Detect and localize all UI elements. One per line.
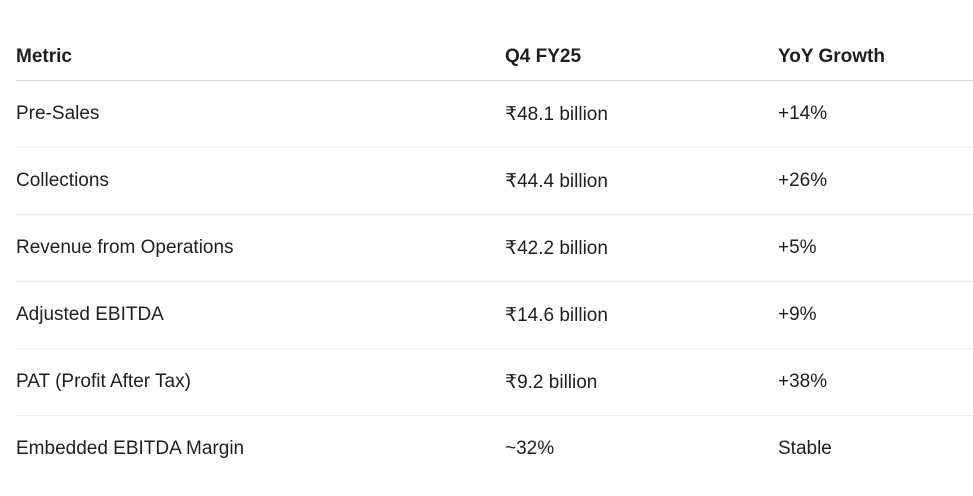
cell-value: ₹9.2 billion xyxy=(505,348,778,416)
cell-growth: +9% xyxy=(778,281,973,349)
cell-metric: Revenue from Operations xyxy=(16,214,505,282)
cell-value: ₹48.1 billion xyxy=(505,80,778,148)
cell-metric: Pre-Sales xyxy=(16,80,505,148)
table-row: Adjusted EBITDA ₹14.6 billion +9% xyxy=(16,281,973,349)
cell-value: ₹42.2 billion xyxy=(505,214,778,282)
cell-value: ₹44.4 billion xyxy=(505,147,778,215)
cell-metric: Collections xyxy=(16,147,505,215)
metrics-table: Metric Q4 FY25 YoY Growth Pre-Sales ₹48.… xyxy=(16,34,973,482)
cell-growth: +26% xyxy=(778,147,973,215)
cell-metric: PAT (Profit After Tax) xyxy=(16,348,505,416)
table-row: Collections ₹44.4 billion +26% xyxy=(16,147,973,215)
cell-growth: Stable xyxy=(778,438,832,459)
table-header-row: Metric Q4 FY25 YoY Growth xyxy=(16,34,973,81)
header-metric: Metric xyxy=(16,34,505,81)
table-row: Embedded EBITDA Margin ~32% Stable xyxy=(16,416,973,483)
cell-value: ~32% xyxy=(505,438,555,459)
cell-growth: +38% xyxy=(778,348,973,416)
table-row: Revenue from Operations ₹42.2 billion +5… xyxy=(16,214,973,282)
cell-value: ₹14.6 billion xyxy=(505,281,778,349)
cell-growth: +14% xyxy=(778,80,973,148)
table-row: PAT (Profit After Tax) ₹9.2 billion +38% xyxy=(16,348,973,416)
cell-metric: Embedded EBITDA Margin xyxy=(16,438,245,459)
table-container: Metric Q4 FY25 YoY Growth Pre-Sales ₹48.… xyxy=(16,34,973,482)
header-yoy-growth: YoY Growth xyxy=(778,34,973,81)
header-q4-fy25: Q4 FY25 xyxy=(505,34,778,81)
cell-metric: Adjusted EBITDA xyxy=(16,281,505,349)
cell-growth: +5% xyxy=(778,214,973,282)
table-row: Pre-Sales ₹48.1 billion +14% xyxy=(16,80,973,148)
